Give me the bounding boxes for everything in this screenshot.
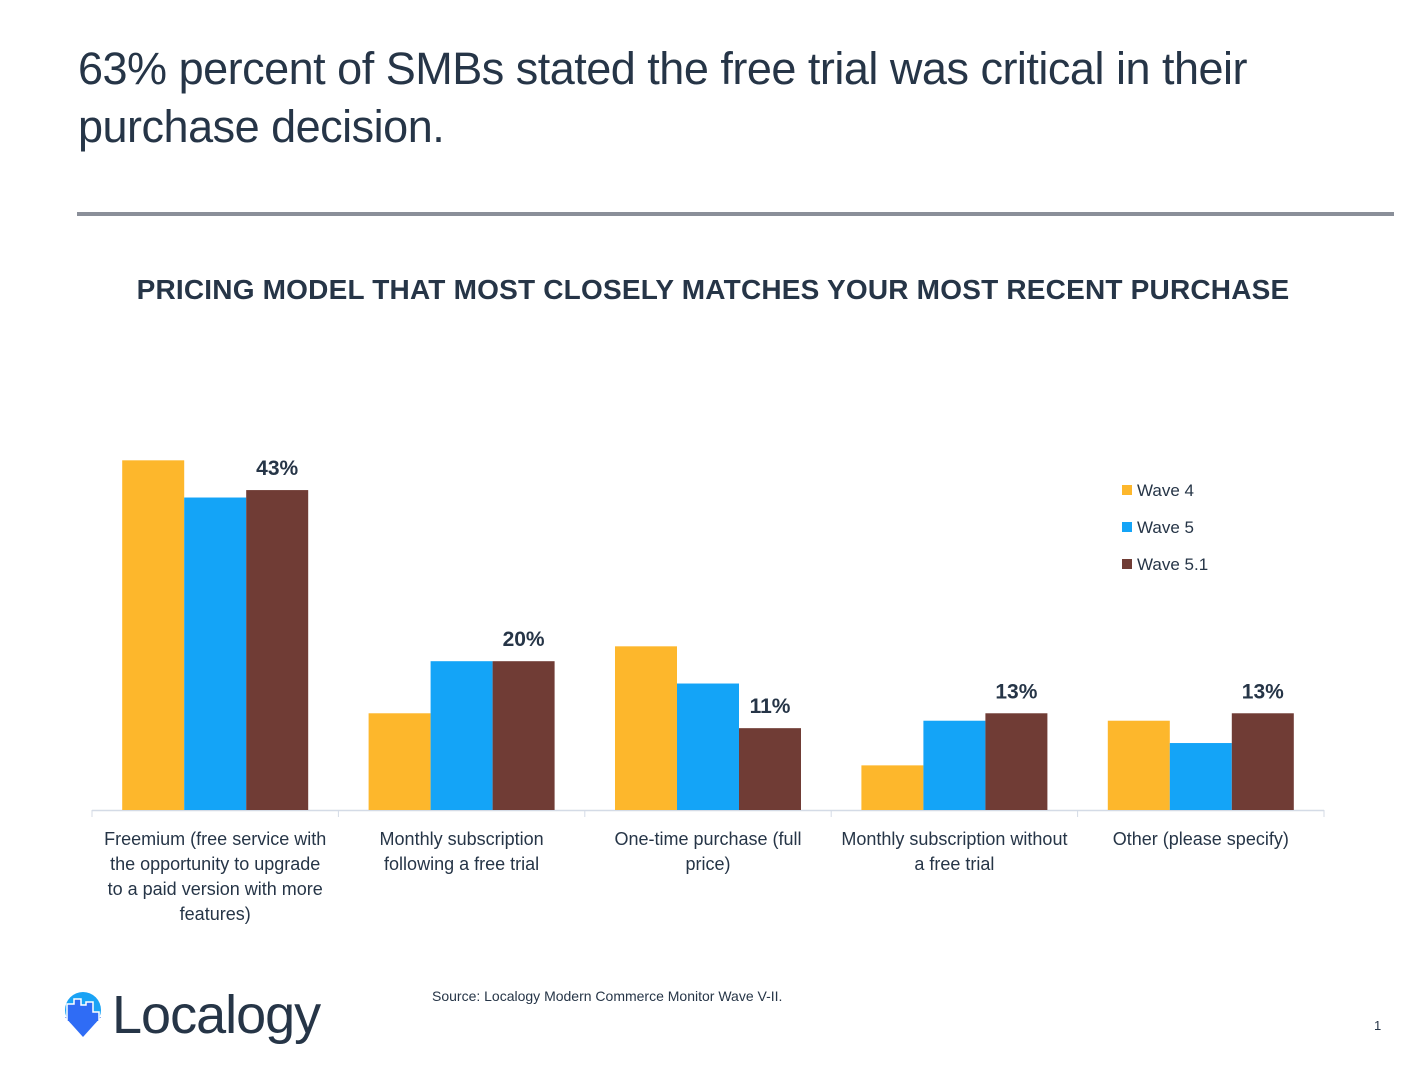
- bar-wave-5-1: [492, 661, 555, 810]
- headline: 63% percent of SMBs stated the free tria…: [78, 43, 1248, 152]
- chart-title: PRICING MODEL THAT MOST CLOSELY MATCHES …: [136, 274, 1290, 305]
- legend-swatch: [1122, 522, 1132, 532]
- category-label: Monthly subscription without: [841, 829, 1067, 849]
- bar-wave-4: [368, 713, 431, 810]
- divider: [77, 212, 1394, 216]
- bar-wave-5: [184, 497, 247, 810]
- category-label: the opportunity to upgrade: [110, 854, 320, 874]
- legend-label: Wave 5: [1137, 518, 1194, 537]
- legend-swatch: [1122, 559, 1132, 569]
- data-label: 43%: [256, 457, 298, 480]
- bar-wave-5: [430, 661, 493, 810]
- bar-wave-4: [1107, 720, 1170, 810]
- bar-wave-5-1: [1231, 713, 1294, 810]
- category-label: price): [685, 854, 730, 874]
- legend-label: Wave 4: [1137, 481, 1194, 500]
- localogy-logo: Localogy: [62, 985, 321, 1045]
- category-label: Other (please specify): [1113, 829, 1289, 849]
- bar-wave-5-1: [985, 713, 1048, 810]
- category-label: Monthly subscription: [380, 829, 544, 849]
- bar-wave-4: [861, 765, 924, 810]
- category-label: following a free trial: [384, 854, 539, 874]
- bar-wave-5-1: [739, 728, 801, 810]
- bar-wave-5: [677, 683, 739, 810]
- data-label: 13%: [1242, 680, 1284, 703]
- source-note: Source: Localogy Modern Commerce Monitor…: [432, 988, 783, 1004]
- bar-wave-5-1: [246, 490, 309, 810]
- category-label: a free trial: [914, 854, 994, 874]
- bar-wave-4: [122, 460, 185, 810]
- page-number: 1: [1374, 1018, 1382, 1033]
- data-label: 20%: [503, 628, 545, 651]
- legend-label: Wave 5.1: [1137, 555, 1208, 574]
- data-label: 13%: [995, 680, 1037, 703]
- localogy-logo-icon: [65, 992, 101, 1037]
- category-label: features): [180, 904, 251, 924]
- category-label: to a paid version with more: [108, 879, 323, 899]
- bar-wave-5: [1169, 743, 1232, 810]
- bar-chart: 43% Freemium (free service with the opport…: [91, 457, 1325, 924]
- bar-wave-4: [615, 646, 677, 810]
- data-label: 11%: [750, 695, 791, 718]
- logo-text: Localogy: [112, 985, 321, 1045]
- legend-swatch: [1122, 485, 1132, 495]
- category-label: One-time purchase (full: [614, 829, 801, 849]
- category-label: Freemium (free service with: [104, 829, 326, 849]
- bar-wave-5: [923, 720, 986, 810]
